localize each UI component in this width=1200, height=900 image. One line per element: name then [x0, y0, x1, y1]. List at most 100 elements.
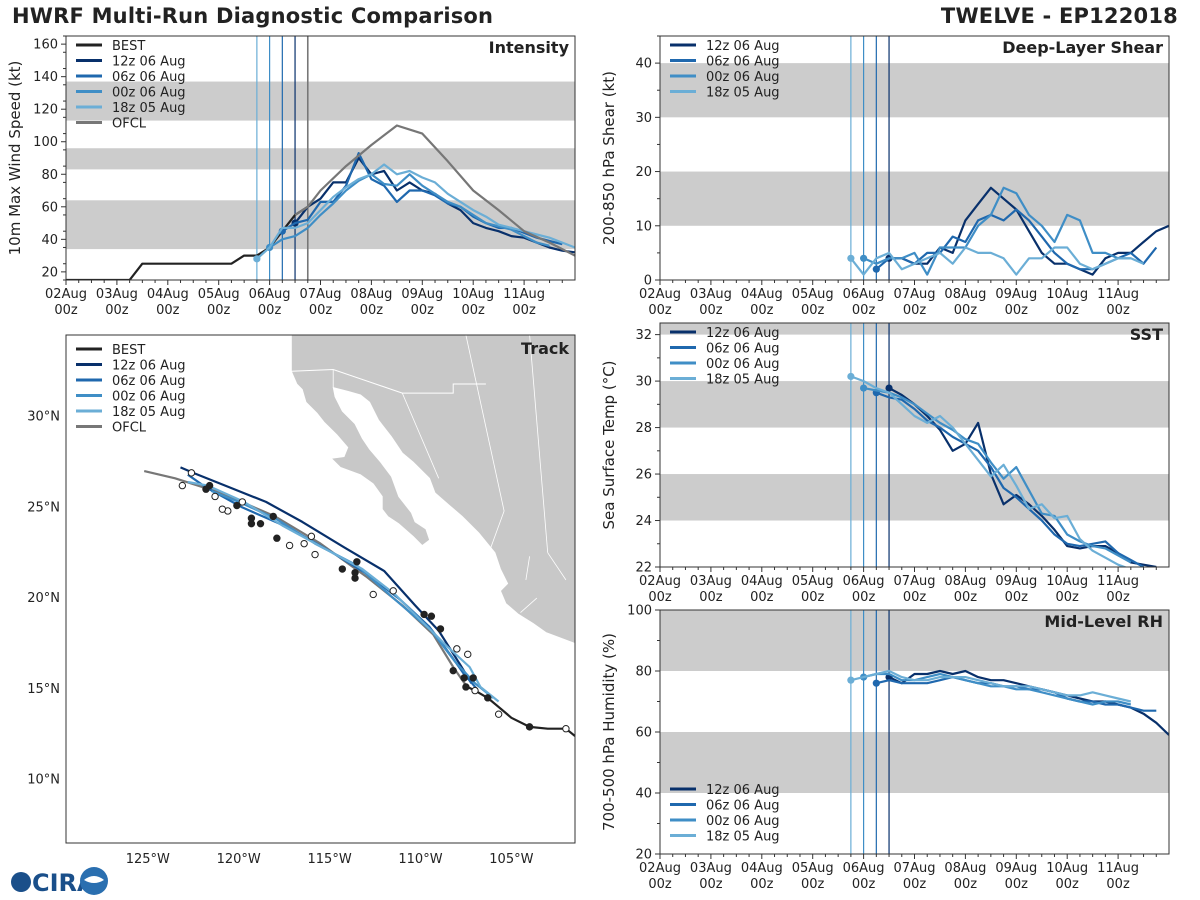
- x-tick-label: 00z: [54, 303, 78, 318]
- y-tick-label: 24: [635, 514, 652, 529]
- shaded-band: [66, 148, 575, 170]
- legend-label: 18z 05 Aug: [706, 373, 780, 388]
- x-tick-label: 00z: [1106, 877, 1130, 892]
- legend-label: 18z 05 Aug: [112, 101, 186, 116]
- x-tick-label: 00z: [1056, 877, 1080, 892]
- y-tick-label: 80: [41, 168, 58, 183]
- x-tick-label: 11Aug: [503, 287, 545, 302]
- shaded-band: [660, 171, 1169, 226]
- track-point-filled: [525, 723, 534, 731]
- series-line-r00z: [863, 672, 1132, 706]
- track-point-filled: [247, 519, 256, 528]
- series-start-point-r18z: [253, 255, 261, 263]
- country-border: [291, 368, 486, 394]
- track-line-ofcl: [143, 470, 467, 686]
- track-line-r12z: [180, 466, 473, 684]
- x-tick-label: 10Aug: [1046, 287, 1088, 302]
- y-tick-label: 40: [635, 787, 652, 802]
- y-tick-label: 40: [41, 233, 58, 248]
- legend-label: 06z 06 Aug: [706, 342, 780, 357]
- x-tick-label: 02Aug: [639, 574, 681, 589]
- track-point-open: [178, 481, 187, 490]
- track-point-filled: [273, 534, 281, 542]
- intensity-panel: 2040608010012014016002Aug00z03Aug00z04Au…: [6, 35, 576, 318]
- x-tick-label: 10Aug: [452, 287, 494, 302]
- legend-label: 00z 06 Aug: [706, 357, 780, 372]
- track-point-open: [187, 469, 196, 477]
- shaded-band: [660, 474, 1169, 521]
- x-tick-label: 06Aug: [843, 861, 885, 876]
- y-tick-label: 20: [41, 265, 58, 280]
- legend-label: OFCL: [112, 421, 147, 436]
- x-tick-label: 00z: [750, 303, 774, 318]
- x-tick-label: 02Aug: [45, 287, 87, 302]
- track-point-filled: [269, 512, 277, 521]
- x-tick-label: 09Aug: [995, 574, 1037, 589]
- y-tick-label: 60: [635, 726, 652, 741]
- track-point-open: [562, 725, 570, 733]
- x-tick-label: 10Aug: [1046, 861, 1088, 876]
- x-tick-label: 03Aug: [96, 287, 138, 302]
- legend-label: 18z 05 Aug: [706, 830, 780, 845]
- x-tick-label: 00z: [801, 877, 825, 892]
- x-tick-label: 00z: [852, 303, 876, 318]
- track-point-open: [218, 505, 227, 513]
- x-tick-label: 04Aug: [147, 287, 189, 302]
- x-tick-label: 06Aug: [843, 574, 885, 589]
- series-start-point-r06z: [872, 679, 880, 687]
- x-tick-label: 00z: [1106, 303, 1130, 318]
- state-border: [547, 552, 567, 581]
- x-tick-label: 03Aug: [690, 574, 732, 589]
- x-tick-label: 08Aug: [944, 574, 986, 589]
- y-tick-label: 20: [635, 165, 652, 180]
- legend-label: 06z 06 Aug: [112, 70, 186, 85]
- legend-label: 12z 06 Aug: [112, 55, 186, 70]
- lon-tick-label: 115°W: [308, 852, 352, 867]
- x-tick-label: 05Aug: [792, 574, 834, 589]
- shear-series: [847, 186, 1169, 276]
- x-tick-label: 00z: [750, 877, 774, 892]
- intensity-series: [66, 124, 575, 280]
- y-tick-label: 100: [33, 135, 58, 150]
- y-tick-label: 30: [635, 375, 652, 390]
- state-border: [520, 597, 538, 613]
- legend-label: 06z 06 Aug: [706, 799, 780, 814]
- track-point-filled: [484, 694, 492, 702]
- x-tick-label: 00z: [954, 590, 978, 605]
- x-tick-label: 00z: [801, 303, 825, 318]
- track-point-open: [307, 532, 316, 541]
- track-line-best: [467, 686, 575, 737]
- state-border: [525, 556, 530, 580]
- x-tick-label: 00z: [1005, 590, 1029, 605]
- track-point-open: [311, 550, 319, 559]
- state-border: [529, 335, 549, 553]
- y-tick-label: 32: [635, 328, 652, 343]
- x-tick-label: 08Aug: [350, 287, 392, 302]
- x-tick-label: 04Aug: [741, 861, 783, 876]
- x-tick-label: 00z: [903, 877, 927, 892]
- state-border: [401, 392, 440, 479]
- series-start-point-r00z: [860, 254, 868, 262]
- track-point-open: [453, 645, 461, 653]
- x-tick-label: 00z: [156, 303, 180, 318]
- y-axis-label: 700-500 hPa Humidity (%): [600, 633, 618, 831]
- y-tick-label: 26: [635, 468, 652, 483]
- track-line-r18z: [187, 480, 500, 703]
- sst-panel: 22242628303202Aug00z03Aug00z04Aug00z05Au…: [600, 322, 1170, 605]
- x-tick-label: 09Aug: [995, 861, 1037, 876]
- x-tick-label: 00z: [1106, 590, 1130, 605]
- legend-label: OFCL: [112, 117, 147, 132]
- lon-tick-label: 120°W: [217, 852, 261, 867]
- legend-label: BEST: [112, 39, 145, 54]
- y-axis-label: 200-850 hPa Shear (kt): [600, 71, 618, 245]
- x-tick-label: 00z: [852, 877, 876, 892]
- track-point-open: [238, 498, 247, 506]
- x-tick-label: 00z: [852, 590, 876, 605]
- lat-tick-label: 25°N: [27, 500, 60, 515]
- track-point-filled: [338, 565, 347, 573]
- shaded-band: [660, 323, 1169, 335]
- panel-title: Mid-Level RH: [1044, 612, 1163, 631]
- track-point-open: [389, 587, 397, 595]
- y-tick-label: 0: [644, 274, 652, 289]
- legend-label: 18z 05 Aug: [706, 86, 780, 101]
